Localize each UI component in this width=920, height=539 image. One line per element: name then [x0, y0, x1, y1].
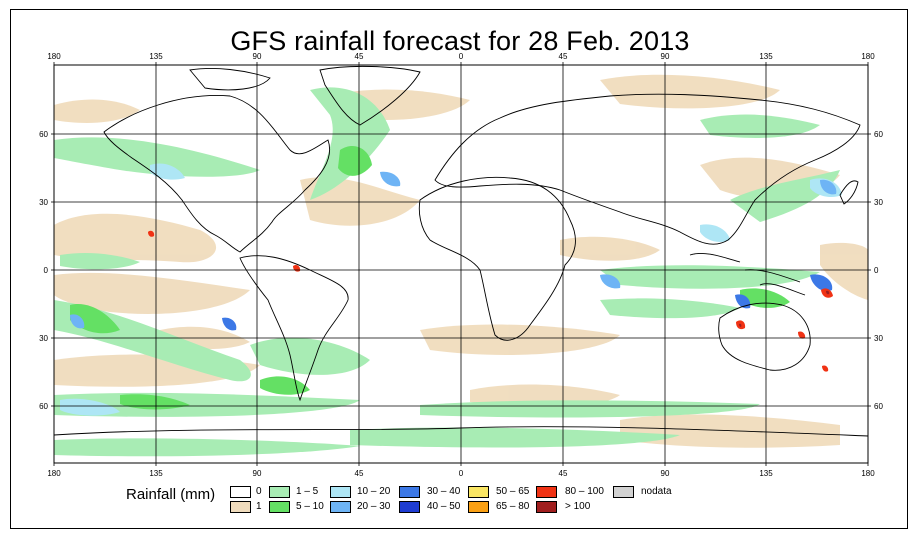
lat-label-left: 60: [39, 130, 48, 139]
legend-swatch-9: [468, 501, 489, 513]
lon-label-top: 180: [861, 52, 875, 61]
legend-title: Rainfall (mm): [126, 486, 216, 503]
lat-label-right: 30: [874, 198, 883, 207]
legend-swatch-12: [613, 486, 634, 498]
legend-swatch-2: [269, 486, 290, 498]
rain-fields: [54, 74, 868, 457]
lat-label-right: 60: [874, 402, 883, 411]
legend-label-2: 1 – 5: [296, 486, 319, 497]
lon-label-top: 90: [661, 52, 670, 61]
legend-label-5: 20 – 30: [357, 501, 391, 512]
lon-label-bottom: 45: [559, 469, 568, 478]
legend-swatch-11: [536, 501, 557, 513]
legend-label-7: 40 – 50: [427, 501, 461, 512]
legend-swatch-1: [230, 501, 251, 513]
legend-label-9: 65 – 80: [496, 501, 530, 512]
legend-swatch-0: [230, 486, 251, 498]
legend-swatch-6: [399, 486, 420, 498]
legend-swatch-10: [536, 486, 557, 498]
tick-marks: [51, 62, 871, 466]
lat-label-left: 60: [39, 402, 48, 411]
lon-label-top: 45: [355, 52, 364, 61]
lon-label-bottom: 180: [47, 469, 61, 478]
legend-swatch-8: [468, 486, 489, 498]
lon-label-top: 135: [149, 52, 163, 61]
lon-label-bottom: 0: [459, 469, 464, 478]
lon-label-bottom: 135: [149, 469, 163, 478]
legend-swatch-7: [399, 501, 420, 513]
graticule: [54, 65, 868, 463]
legend-label-10: 80 – 100: [565, 486, 604, 497]
lon-label-top: 0: [459, 52, 464, 61]
figure-frame: [10, 9, 908, 529]
legend-label-3: 5 – 10: [296, 501, 324, 512]
map-title: GFS rainfall forecast for 28 Feb. 2013: [230, 26, 690, 56]
lon-label-bottom: 90: [253, 469, 262, 478]
lat-label-left: 30: [39, 198, 48, 207]
legend-label-12: nodata: [641, 486, 672, 497]
legend-label-11: > 100: [565, 501, 591, 512]
lon-label-top: 135: [759, 52, 773, 61]
lon-label-bottom: 135: [759, 469, 773, 478]
lon-label-top: 180: [47, 52, 61, 61]
lat-label-left: 30: [39, 334, 48, 343]
legend-label-1: 1: [256, 501, 262, 512]
legend-label-8: 50 – 65: [496, 486, 530, 497]
legend-label-0: 0: [256, 486, 262, 497]
legend-swatch-4: [330, 486, 351, 498]
lon-label-top: 90: [253, 52, 262, 61]
legend-label-6: 30 – 40: [427, 486, 461, 497]
lat-label-right: 30: [874, 334, 883, 343]
lat-label-right: 0: [874, 266, 879, 275]
lon-label-bottom: 45: [355, 469, 364, 478]
lon-label-bottom: 90: [661, 469, 670, 478]
lat-label-right: 60: [874, 130, 883, 139]
lon-label-bottom: 180: [861, 469, 875, 478]
legend-swatch-5: [330, 501, 351, 513]
lat-label-left: 0: [44, 266, 49, 275]
legend-label-4: 10 – 20: [357, 486, 391, 497]
legend-swatch-3: [269, 501, 290, 513]
lon-label-top: 45: [559, 52, 568, 61]
